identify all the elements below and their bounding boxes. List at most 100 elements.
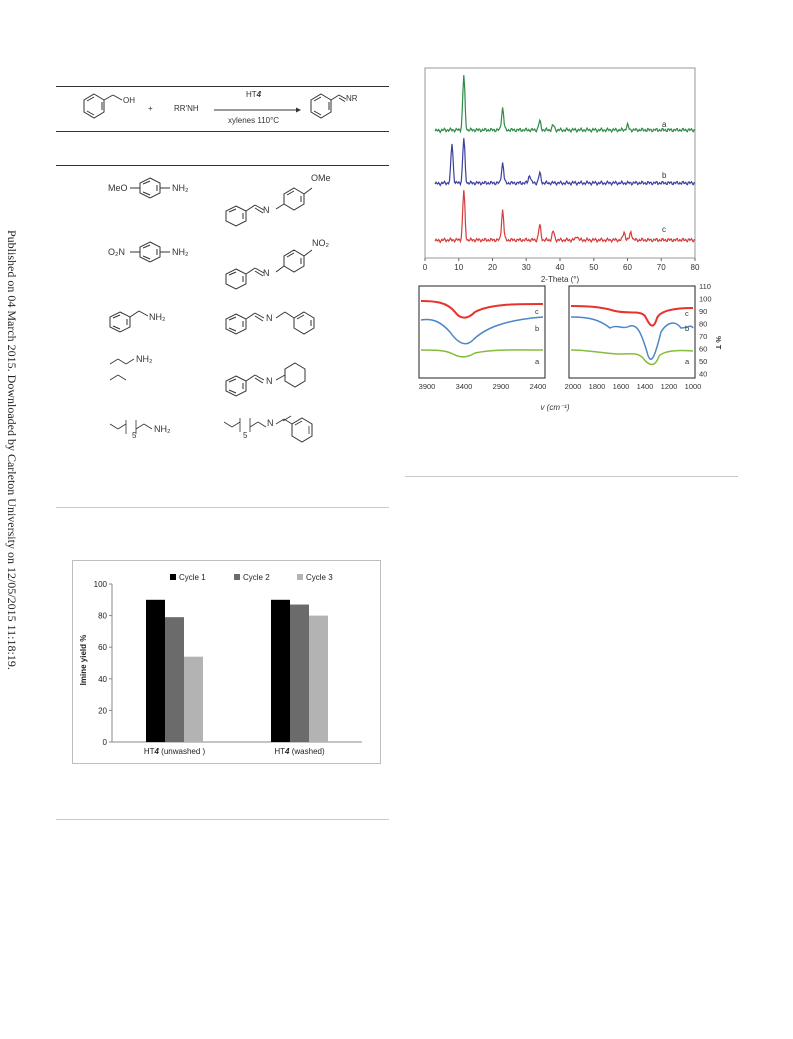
xrd-curve-a bbox=[434, 75, 696, 134]
ir-right-label-a: a bbox=[685, 357, 690, 366]
legend-label: Cycle 2 bbox=[243, 573, 270, 582]
reaction-scheme: OH + RR'NH HT4 xylenes 110°C NR bbox=[83, 90, 358, 125]
nh2-label-1: NH₂ bbox=[172, 183, 189, 193]
ir-y-label: % T bbox=[714, 336, 723, 350]
xrd-curve-c bbox=[434, 190, 696, 244]
chain-number-2: 5 bbox=[243, 431, 248, 440]
legend-label: Cycle 1 bbox=[179, 573, 206, 582]
table-top-rule bbox=[56, 86, 389, 87]
ir-left-frame bbox=[418, 285, 546, 379]
octylamine-structure bbox=[109, 420, 153, 434]
category-label: HT4 (washed) bbox=[274, 747, 325, 756]
n-label-5: N bbox=[267, 418, 274, 428]
ir-right-tick: 1000 bbox=[685, 382, 702, 391]
ir-left-tick: 2900 bbox=[493, 382, 510, 391]
cyclohexyl-imine-structure bbox=[225, 362, 306, 397]
ir-y-tick: 70 bbox=[699, 332, 707, 341]
side-note: Published on 04 March 2015. Downloaded b… bbox=[0, 0, 20, 1039]
nitroaniline-structure bbox=[130, 241, 170, 263]
table-header-rule bbox=[56, 165, 389, 166]
xrd-curve-b bbox=[434, 138, 696, 187]
benzyl-alcohol-structure bbox=[83, 93, 123, 119]
ir-y-tick: 50 bbox=[699, 357, 707, 366]
xrd-figure: a b c 0 10 20 30 40 50 60 70 80 2-Theta (°) bbox=[423, 67, 700, 284]
xrd-frame bbox=[424, 67, 696, 259]
imine-product-structure bbox=[310, 93, 347, 119]
ir-right-tick: 1400 bbox=[637, 382, 654, 391]
nh2-label-5: NH₂ bbox=[154, 424, 171, 434]
xrd-label-c: c bbox=[662, 225, 666, 234]
bar-cycle-2 bbox=[165, 617, 184, 742]
ir-left-tick: 3400 bbox=[456, 382, 473, 391]
ir-left-tick: 2400 bbox=[530, 382, 547, 391]
bar-cycle-1 bbox=[146, 599, 165, 742]
chart-y-label: Imine yield % bbox=[79, 635, 88, 686]
xrd-tick-label: 40 bbox=[556, 263, 565, 272]
xrd-label-a: a bbox=[662, 120, 667, 129]
ome-label: OMe bbox=[311, 173, 331, 183]
bar-cycle-3 bbox=[184, 656, 203, 742]
anisidine-structure bbox=[130, 177, 170, 199]
bar-cycle-2 bbox=[290, 604, 309, 742]
n-label-1: N bbox=[263, 205, 270, 215]
no2-label: NO₂ bbox=[312, 238, 330, 248]
table-bottom-rule bbox=[56, 507, 389, 508]
ir-right-curve-b bbox=[570, 316, 694, 360]
plus-sign: + bbox=[148, 104, 153, 113]
n-label-3: N bbox=[266, 313, 273, 323]
xrd-tick-label: 60 bbox=[623, 263, 632, 272]
xrd-tick-label: 70 bbox=[657, 263, 666, 272]
xrd-tick-label: 80 bbox=[691, 263, 700, 272]
publication-note: Published on 04 March 2015. Downloaded b… bbox=[5, 230, 19, 670]
chart-y-tick-label: 80 bbox=[98, 612, 107, 621]
legend-swatch bbox=[297, 574, 303, 580]
category-label: HT4 (unwashed ) bbox=[144, 747, 206, 756]
xrd-tick-label: 0 bbox=[423, 263, 428, 272]
xrd-label-b: b bbox=[662, 171, 667, 180]
dibenzyl-imine-structure bbox=[225, 311, 315, 335]
ir-figure: c b a c b a 3900 3400 2900 2400 2000 1800 1600… bbox=[418, 284, 723, 412]
ir-right-tick: 1600 bbox=[613, 382, 630, 391]
xrd-tick-label: 50 bbox=[589, 263, 598, 272]
ir-y-tick: 60 bbox=[699, 345, 707, 354]
xrd-tick-label: 20 bbox=[488, 263, 497, 272]
right-figure-rule bbox=[405, 476, 738, 477]
nr-label: NR bbox=[346, 94, 358, 103]
catalyst-label: HT4 bbox=[246, 90, 262, 99]
octyl-imine-structure bbox=[223, 415, 313, 443]
ir-right-frame bbox=[568, 285, 696, 379]
nh2-label-2: NH₂ bbox=[172, 247, 189, 257]
ir-right-tick: 2000 bbox=[565, 382, 582, 391]
ir-right-curve-a bbox=[570, 349, 694, 366]
chart-y-tick-label: 40 bbox=[98, 675, 107, 684]
nh2-label-4: NH₂ bbox=[136, 354, 153, 364]
ir-y-tick: 90 bbox=[699, 307, 707, 316]
legend-swatch bbox=[170, 574, 176, 580]
chart-y-tick-label: 60 bbox=[98, 643, 107, 652]
conditions-label: xylenes 110°C bbox=[228, 116, 279, 125]
xrd-tick-label: 30 bbox=[522, 263, 531, 272]
ir-right-tick: 1200 bbox=[661, 382, 678, 391]
o2n-label: O₂N bbox=[108, 247, 125, 257]
bar-cycle-1 bbox=[271, 599, 290, 742]
amine-substrate-table: MeO NH₂ OMe N O₂N NH₂ NO₂ N NH₂ N NH₂ N … bbox=[108, 173, 331, 443]
ir-left-curve-c bbox=[420, 300, 544, 319]
methoxy-imine-structure bbox=[225, 187, 313, 227]
figure-bottom-rule bbox=[56, 819, 389, 820]
ir-left-label-a: a bbox=[535, 357, 540, 366]
xrd-tick-label: 10 bbox=[454, 263, 463, 272]
bar-cycle-3 bbox=[309, 615, 328, 742]
ir-left-curve-b bbox=[420, 316, 544, 345]
nh2-label-3: NH₂ bbox=[149, 312, 166, 322]
imine-yield-chart: 0 20 40 60 80 100 Cycle 1 Cycle 2 Cycle 3 HT4 (un… bbox=[72, 560, 381, 764]
chart-y-tick-label: 20 bbox=[98, 706, 107, 715]
oh-label: OH bbox=[123, 96, 135, 105]
amine-label: RR'NH bbox=[174, 104, 199, 113]
xrd-x-label: 2-Theta (°) bbox=[541, 275, 580, 284]
chart-y-tick-label: 0 bbox=[103, 738, 108, 747]
legend-label: Cycle 3 bbox=[306, 573, 333, 582]
chain-number-1: 5 bbox=[132, 431, 137, 440]
ir-left-tick: 3900 bbox=[419, 382, 436, 391]
scheme-bottom-rule bbox=[56, 131, 389, 132]
alkylamine-structure bbox=[109, 358, 135, 381]
